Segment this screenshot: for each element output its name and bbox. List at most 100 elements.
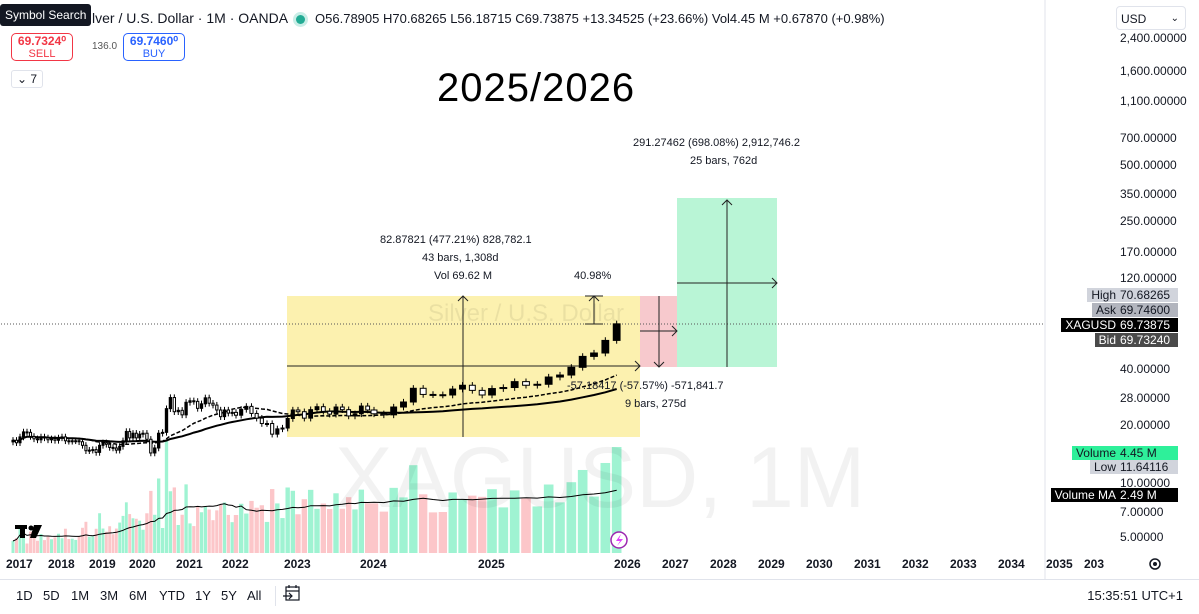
- candle: [49, 435, 54, 444]
- candle: [98, 442, 102, 456]
- timeframe-1y[interactable]: 1Y: [195, 588, 211, 603]
- volume-bar: [63, 528, 67, 553]
- volume-bar: [81, 527, 84, 553]
- candle: [352, 410, 358, 420]
- candle: [67, 437, 71, 445]
- time-tick: 2034: [998, 557, 1025, 571]
- volume-bar: [509, 490, 520, 553]
- candle: [91, 446, 95, 454]
- candle: [370, 406, 378, 418]
- timeframe-3m[interactable]: 3M: [100, 588, 119, 603]
- market-status-icon: [296, 14, 306, 24]
- volume-bar: [352, 509, 358, 553]
- candle: [164, 405, 169, 436]
- range-bars: 43 bars, 1,308d: [422, 252, 499, 264]
- volume-bar: [180, 514, 184, 553]
- volume-bar: [219, 504, 223, 553]
- candle: [499, 384, 508, 392]
- lightning-icon[interactable]: [610, 531, 628, 549]
- candle: [25, 428, 29, 436]
- time-tick: 2024: [360, 557, 387, 571]
- candle: [308, 406, 314, 422]
- candle: [121, 437, 125, 450]
- timeframe-all[interactable]: All: [247, 588, 262, 603]
- price-tick: 2,400.00000: [1120, 31, 1187, 45]
- candle: [56, 434, 61, 444]
- volume-bar: [498, 507, 509, 553]
- timeframe-ytd[interactable]: YTD: [159, 588, 185, 603]
- symbol-title[interactable]: lver / U.S. Dollar · 1M · OANDA: [92, 10, 289, 26]
- volume-bar: [428, 512, 438, 553]
- settings-gear-icon[interactable]: [1149, 558, 1161, 570]
- time-tick: 2022: [222, 557, 249, 571]
- candle: [270, 420, 275, 438]
- candle: [14, 437, 19, 447]
- candle: [222, 406, 227, 420]
- volume-bar: [230, 522, 234, 553]
- volume-bar: [36, 540, 39, 553]
- volume-bar: [124, 502, 128, 553]
- buy-button[interactable]: 69.7460⁰ BUY: [123, 33, 185, 61]
- volume-bar: [333, 493, 339, 553]
- time-tick: 2021: [176, 557, 203, 571]
- candle: [77, 437, 81, 446]
- candlesticks: [11, 320, 621, 457]
- candle: [239, 406, 244, 419]
- candle: [439, 391, 447, 399]
- candle: [333, 403, 339, 418]
- volume-bar: [25, 543, 29, 553]
- volume-bar: [364, 503, 371, 553]
- candle: [114, 444, 118, 454]
- candle: [230, 409, 234, 417]
- sell-button[interactable]: 69.7324⁰ SELL: [11, 33, 73, 61]
- volume-bar: [84, 521, 88, 553]
- volume-bar: [98, 513, 102, 553]
- volume-bar: [157, 478, 161, 553]
- clock-timezone[interactable]: 15:35:51 UTC+1: [1087, 588, 1183, 603]
- volume-bar: [172, 487, 176, 553]
- candle: [290, 406, 295, 422]
- time-tick: 2020: [129, 557, 156, 571]
- timeframe-1d[interactable]: 1D: [16, 588, 33, 603]
- volume-bar: [369, 503, 379, 553]
- candle: [314, 403, 320, 413]
- volume-bar: [339, 508, 346, 553]
- volume-bar: [153, 514, 157, 553]
- timeframe-6m[interactable]: 6M: [129, 588, 148, 603]
- volume-bar: [264, 521, 270, 553]
- price-tick: 20.00000: [1120, 417, 1171, 432]
- candle: [339, 403, 345, 413]
- price-label-high: High 70.68265: [0, 288, 1199, 302]
- volume-bar: [290, 490, 296, 553]
- volume-bar: [207, 509, 211, 553]
- timeframe-5y[interactable]: 5Y: [221, 588, 237, 603]
- time-tick: 2019: [89, 557, 116, 571]
- calendar-goto-icon[interactable]: [283, 585, 300, 601]
- candle: [409, 385, 417, 406]
- volume-bar: [199, 512, 204, 553]
- volume-bar: [70, 538, 74, 553]
- time-tick: 2025: [478, 557, 505, 571]
- price-label-volume-ma: Volume MA 2.49 M: [0, 488, 1199, 502]
- volume-ma-line: [12, 489, 617, 542]
- volume-bar: [53, 537, 57, 553]
- indicators-count: 7: [30, 72, 38, 86]
- volume-bar: [543, 484, 554, 553]
- volume-bar: [307, 489, 314, 553]
- indicators-toggle-button[interactable]: ⌄ 7: [11, 70, 44, 88]
- candle: [18, 433, 22, 447]
- candle: [259, 414, 264, 427]
- candle: [87, 446, 91, 455]
- currency-select[interactable]: USD ⌄: [1116, 6, 1186, 30]
- volume-bar: [87, 536, 91, 553]
- candle: [101, 439, 105, 449]
- time-tick: 2033: [950, 557, 977, 571]
- volume-bar: [379, 511, 389, 553]
- candle: [390, 403, 398, 419]
- timeframe-5d[interactable]: 5D: [43, 588, 60, 603]
- price-tick: 250.00000: [1120, 213, 1177, 228]
- volume-bar: [226, 514, 230, 553]
- volume-bar: [477, 496, 487, 553]
- timeframe-1m[interactable]: 1M: [71, 588, 90, 603]
